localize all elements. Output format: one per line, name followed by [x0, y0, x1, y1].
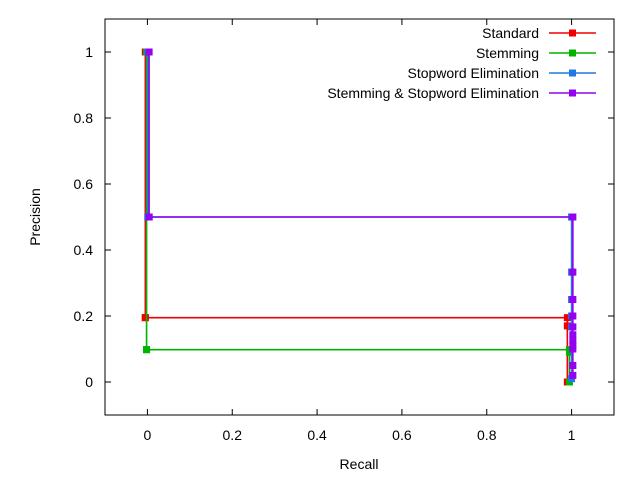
x-tick-label: 0.8 — [477, 427, 497, 443]
data-point — [569, 337, 577, 345]
y-tick-label: 0.6 — [74, 176, 94, 192]
data-point — [141, 314, 149, 322]
data-point — [569, 213, 577, 221]
data-point — [563, 322, 571, 330]
legend-swatch-marker — [569, 49, 576, 57]
data-point — [569, 362, 577, 369]
data-point — [145, 213, 153, 221]
x-tick-label: 0.2 — [223, 427, 243, 443]
legend-swatch-marker — [569, 69, 576, 77]
data-point — [569, 331, 577, 339]
x-tick-label: 0.6 — [392, 427, 412, 443]
data-point — [143, 346, 151, 354]
data-point — [569, 345, 577, 353]
y-tick-label: 0.2 — [74, 308, 94, 324]
series-layer — [141, 48, 577, 386]
x-tick-label: 0 — [144, 427, 152, 443]
legend-label: Stemming & Stopword Elimination — [327, 85, 539, 101]
data-point — [563, 314, 571, 322]
y-axis-label: Precision — [27, 188, 43, 246]
legend-label: Stopword Elimination — [407, 65, 539, 81]
y-tick-label: 0 — [85, 374, 93, 390]
data-point — [569, 323, 577, 331]
data-point — [569, 312, 577, 320]
legend: Standard Stemming Stopword Elimination Stem… — [327, 25, 596, 101]
y-tick-label: 1 — [85, 44, 93, 60]
data-point — [569, 296, 577, 303]
data-point — [569, 341, 577, 349]
y-tick-label: 0.4 — [74, 242, 94, 258]
axis-ticks: 0 0.2 0.4 0.6 0.8 1 0 0.2 0.4 0.6 0.8 1 — [74, 19, 614, 443]
x-axis-label: Recall — [340, 456, 379, 472]
data-point — [569, 268, 577, 276]
legend-swatch-marker — [569, 29, 576, 37]
y-tick-label: 0.8 — [74, 110, 94, 126]
data-point — [145, 48, 153, 56]
legend-label: Standard — [482, 25, 539, 41]
data-point — [569, 371, 577, 379]
x-tick-label: 0.4 — [307, 427, 327, 443]
series-line — [147, 52, 573, 379]
x-tick-label: 1 — [568, 427, 576, 443]
series-3 — [145, 48, 577, 379]
plot-area — [104, 18, 615, 416]
legend-swatch-marker — [569, 89, 576, 97]
legend-label: Stemming — [476, 45, 539, 61]
